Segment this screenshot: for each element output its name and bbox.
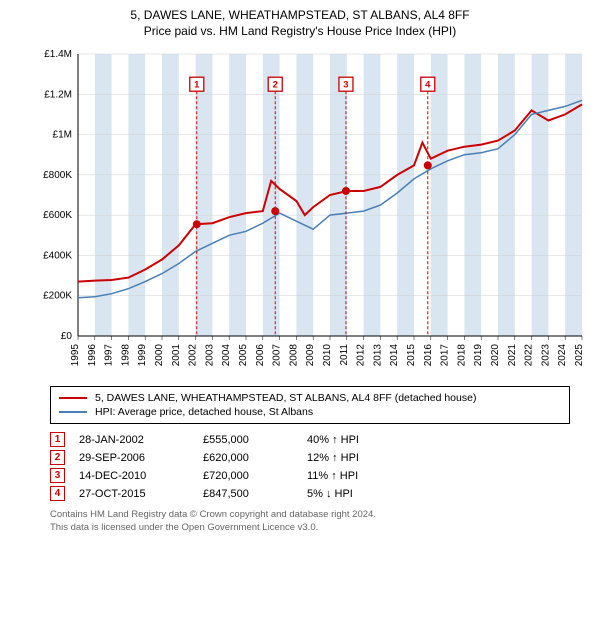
legend: 5, DAWES LANE, WHEATHAMPSTEAD, ST ALBANS… xyxy=(50,386,570,424)
chart-plot-area: £0 £200K £400K £600K £800K £1M £1.2M £1.4M 1995 1… xyxy=(30,46,590,376)
svg-text:2015: 2015 xyxy=(406,344,417,367)
event-row: 2 29-SEP-2006 £620,000 12% ↑ HPI xyxy=(50,450,590,465)
svg-text:£1.2M: £1.2M xyxy=(44,89,72,100)
svg-text:2005: 2005 xyxy=(238,344,249,367)
svg-text:2008: 2008 xyxy=(288,344,299,367)
svg-text:4: 4 xyxy=(425,80,431,91)
svg-text:2018: 2018 xyxy=(456,344,467,367)
legend-label: 5, DAWES LANE, WHEATHAMPSTEAD, ST ALBANS… xyxy=(95,392,476,404)
footer-attribution: Contains HM Land Registry data © Crown c… xyxy=(50,509,580,535)
svg-text:£1M: £1M xyxy=(53,130,72,141)
svg-text:1: 1 xyxy=(194,80,200,91)
svg-text:2: 2 xyxy=(273,80,278,91)
svg-text:£0: £0 xyxy=(61,331,73,342)
svg-text:2001: 2001 xyxy=(171,344,182,367)
svg-text:2014: 2014 xyxy=(389,344,400,367)
svg-text:2006: 2006 xyxy=(255,344,266,367)
event-date: 14-DEC-2010 xyxy=(79,470,189,482)
event-hpi-diff: 11% ↑ HPI xyxy=(307,470,377,482)
title-subtitle: Price paid vs. HM Land Registry's House … xyxy=(10,24,590,38)
svg-text:£1.4M: £1.4M xyxy=(44,49,72,60)
svg-text:2010: 2010 xyxy=(322,344,333,367)
title-address: 5, DAWES LANE, WHEATHAMPSTEAD, ST ALBANS… xyxy=(10,8,590,22)
svg-text:2025: 2025 xyxy=(574,344,585,367)
svg-text:2013: 2013 xyxy=(372,344,383,367)
footer-line-1: Contains HM Land Registry data © Crown c… xyxy=(50,509,580,522)
event-row: 3 14-DEC-2010 £720,000 11% ↑ HPI xyxy=(50,468,590,483)
svg-text:£200K: £200K xyxy=(43,291,72,302)
legend-item: 5, DAWES LANE, WHEATHAMPSTEAD, ST ALBANS… xyxy=(59,391,561,405)
svg-text:£600K: £600K xyxy=(43,210,72,221)
svg-text:£400K: £400K xyxy=(43,250,72,261)
svg-text:2023: 2023 xyxy=(540,344,551,367)
svg-text:1998: 1998 xyxy=(120,344,131,367)
svg-text:2020: 2020 xyxy=(490,344,501,367)
chart-container: 5, DAWES LANE, WHEATHAMPSTEAD, ST ALBANS… xyxy=(0,0,600,543)
svg-text:2000: 2000 xyxy=(154,344,165,367)
event-date: 28-JAN-2002 xyxy=(79,434,189,446)
event-number-box: 3 xyxy=(50,468,65,483)
transaction-events: 1 28-JAN-2002 £555,000 40% ↑ HPI 2 29-SEP-200… xyxy=(10,432,590,501)
svg-text:2016: 2016 xyxy=(423,344,434,367)
svg-text:2017: 2017 xyxy=(440,344,451,367)
svg-text:2007: 2007 xyxy=(272,344,283,367)
svg-text:2002: 2002 xyxy=(188,344,199,367)
svg-text:1999: 1999 xyxy=(137,344,148,367)
svg-text:2004: 2004 xyxy=(221,344,232,367)
event-price: £620,000 xyxy=(203,452,293,464)
event-date: 29-SEP-2006 xyxy=(79,452,189,464)
event-number-box: 2 xyxy=(50,450,65,465)
svg-text:2003: 2003 xyxy=(204,344,215,367)
svg-text:2009: 2009 xyxy=(305,344,316,367)
svg-text:1995: 1995 xyxy=(70,344,81,367)
svg-text:2012: 2012 xyxy=(356,344,367,367)
svg-text:3: 3 xyxy=(343,80,348,91)
svg-text:2011: 2011 xyxy=(339,344,350,366)
legend-label: HPI: Average price, detached house, St A… xyxy=(95,406,313,418)
legend-swatch xyxy=(59,411,87,413)
event-hpi-diff: 12% ↑ HPI xyxy=(307,452,377,464)
svg-text:2024: 2024 xyxy=(557,344,568,367)
event-number-box: 4 xyxy=(50,486,65,501)
svg-text:1997: 1997 xyxy=(104,344,115,367)
price-chart: £0 £200K £400K £600K £800K £1M £1.2M £1.4M 1995 1… xyxy=(30,46,590,376)
legend-swatch xyxy=(59,397,87,399)
svg-text:2019: 2019 xyxy=(473,344,484,367)
event-row: 4 27-OCT-2015 £847,500 5% ↓ HPI xyxy=(50,486,590,501)
event-hpi-diff: 5% ↓ HPI xyxy=(307,488,377,500)
event-price: £847,500 xyxy=(203,488,293,500)
event-price: £720,000 xyxy=(203,470,293,482)
svg-text:£800K: £800K xyxy=(43,170,72,181)
footer-line-2: This data is licensed under the Open Gov… xyxy=(50,522,580,535)
svg-text:1996: 1996 xyxy=(87,344,98,367)
svg-text:2022: 2022 xyxy=(524,344,535,367)
event-hpi-diff: 40% ↑ HPI xyxy=(307,434,377,446)
event-price: £555,000 xyxy=(203,434,293,446)
event-number-box: 1 xyxy=(50,432,65,447)
event-date: 27-OCT-2015 xyxy=(79,488,189,500)
legend-item: HPI: Average price, detached house, St A… xyxy=(59,405,561,419)
event-row: 1 28-JAN-2002 £555,000 40% ↑ HPI xyxy=(50,432,590,447)
svg-text:2021: 2021 xyxy=(507,344,518,367)
